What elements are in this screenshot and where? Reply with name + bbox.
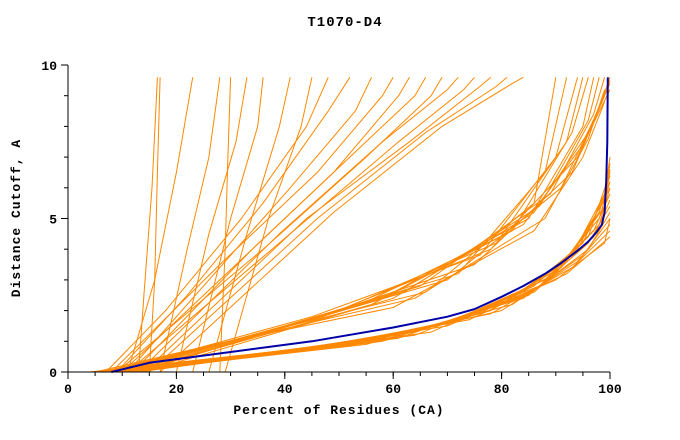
model-curve — [219, 77, 232, 373]
x-tick-label: 100 — [598, 382, 622, 397]
model-curve — [148, 76, 508, 373]
model-curve — [127, 77, 589, 373]
model-curve — [138, 77, 158, 373]
y-tick-label: 5 — [49, 213, 57, 228]
axes: 0 20 40 60 80 100 0 5 10 — [41, 59, 622, 397]
x-tick-label: 40 — [277, 382, 293, 397]
model-curve — [148, 77, 161, 373]
model-curve — [89, 230, 611, 373]
model-curve — [192, 77, 264, 373]
y-tick-label: 0 — [49, 366, 57, 381]
x-tick-label: 60 — [385, 382, 401, 397]
model-curve — [175, 77, 248, 373]
model-curve — [100, 218, 611, 373]
highlight-curve — [111, 77, 609, 373]
model-curve — [127, 77, 372, 373]
x-tick-label: 20 — [169, 382, 185, 397]
x-tick-label: 80 — [494, 382, 510, 397]
x-tick-label: 0 — [64, 382, 72, 397]
model-curve — [105, 77, 557, 373]
model-curve — [105, 77, 329, 373]
model-curve — [121, 77, 410, 373]
model-curve — [143, 76, 492, 373]
model-curve — [111, 77, 578, 373]
model-curve — [116, 77, 351, 373]
model-curve — [127, 76, 475, 373]
chart-title: T1070-D4 — [307, 15, 382, 31]
model-curve — [208, 77, 291, 373]
model-curve — [127, 77, 194, 373]
model-curve — [132, 77, 595, 373]
model-curve — [111, 95, 606, 373]
model-curve — [132, 89, 611, 373]
model-curve — [224, 77, 313, 373]
model-curve — [122, 77, 600, 373]
model-curve — [143, 80, 611, 373]
model-curve — [138, 76, 459, 373]
model-curve — [95, 224, 611, 373]
model-curve — [111, 77, 394, 373]
model-curve — [100, 89, 606, 373]
model-curve — [132, 77, 427, 373]
plot-area — [89, 76, 611, 373]
model-curve — [159, 76, 524, 373]
y-axis-label: Distance Cutoff, A — [9, 139, 24, 297]
model-curve — [116, 77, 443, 373]
model-curve — [94, 101, 606, 373]
y-tick-label: 10 — [41, 59, 57, 74]
x-axis-label: Percent of Residues (CA) — [233, 403, 444, 418]
